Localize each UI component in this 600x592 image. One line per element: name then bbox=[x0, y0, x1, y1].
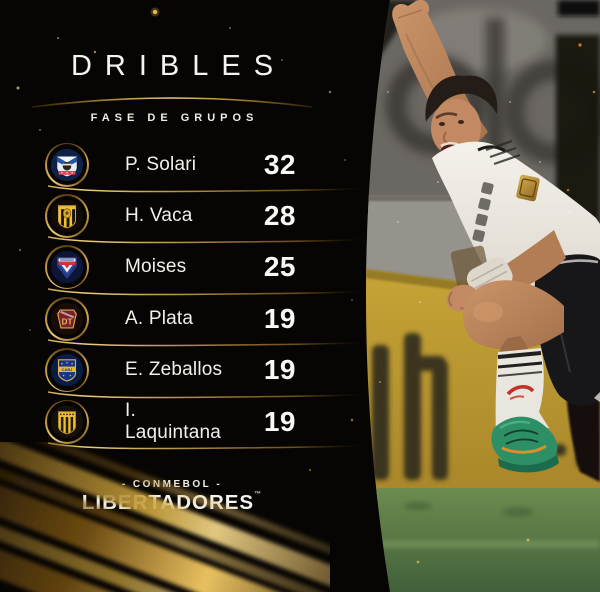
club-badge-icon bbox=[46, 144, 88, 185]
row-divider bbox=[47, 288, 362, 296]
player-name: I. Laquintana bbox=[125, 399, 222, 443]
dribbles-value: 19 bbox=[263, 354, 296, 386]
trademark: ™ bbox=[254, 490, 263, 498]
stat-row: A. Plata 19 bbox=[0, 293, 392, 347]
player-name: P. Solari bbox=[125, 153, 197, 175]
row-divider bbox=[47, 185, 362, 193]
row-divider bbox=[47, 442, 362, 450]
dribbles-value: 19 bbox=[263, 405, 296, 437]
player-photo bbox=[366, 0, 600, 592]
stat-row: E. Zeballos 19 bbox=[0, 345, 392, 398]
player-name: Moises bbox=[125, 256, 187, 278]
player-name: H. Vaca bbox=[125, 205, 193, 227]
club-badge-icon bbox=[46, 247, 88, 288]
dribbles-value: 28 bbox=[263, 200, 296, 232]
stat-row: H. Vaca 28 bbox=[0, 190, 392, 244]
player-name: E. Zeballos bbox=[125, 359, 223, 381]
club-badge-icon bbox=[46, 195, 88, 237]
club-badge-icon bbox=[46, 401, 88, 442]
brand-conmebol: - CONMEBOL - bbox=[121, 479, 223, 490]
page-title: DRIBLES bbox=[70, 50, 287, 82]
conmebol-libertadores-logo: - CONMEBOL - LIBERTADORES™ bbox=[0, 479, 344, 514]
badge-gold-ring bbox=[45, 142, 89, 187]
subtitle: FASE DE GRUPOS bbox=[90, 112, 259, 124]
badge-gold-ring bbox=[45, 399, 89, 444]
title-underline-arc bbox=[31, 97, 313, 108]
stats-rows: P. Solari 32 H. Vaca 28 Moises 25 bbox=[0, 139, 392, 450]
stats-panel: DRIBLES FASE DE GRUPOS P. Solari 32 H. V… bbox=[0, 50, 392, 514]
badge-gold-ring bbox=[45, 194, 89, 239]
stat-row: Moises 25 bbox=[0, 242, 392, 296]
dribbles-value: 32 bbox=[263, 148, 296, 180]
badge-gold-ring bbox=[45, 348, 89, 393]
row-divider bbox=[47, 236, 362, 244]
stat-row: P. Solari 32 bbox=[0, 139, 392, 193]
player-name: A. Plata bbox=[125, 307, 194, 329]
row-divider bbox=[47, 390, 362, 398]
header: DRIBLES bbox=[0, 50, 344, 83]
badge-gold-ring bbox=[45, 245, 89, 290]
badge-gold-ring bbox=[45, 296, 89, 341]
club-badge-icon bbox=[46, 350, 88, 391]
row-divider bbox=[47, 339, 362, 347]
club-badge-icon bbox=[46, 298, 88, 340]
stat-row: I. Laquintana 19 bbox=[0, 396, 392, 450]
brand-libertadores: LIBERTADORES™ bbox=[81, 490, 263, 514]
dribbles-value: 25 bbox=[263, 251, 296, 283]
dribbles-value: 19 bbox=[263, 302, 296, 334]
